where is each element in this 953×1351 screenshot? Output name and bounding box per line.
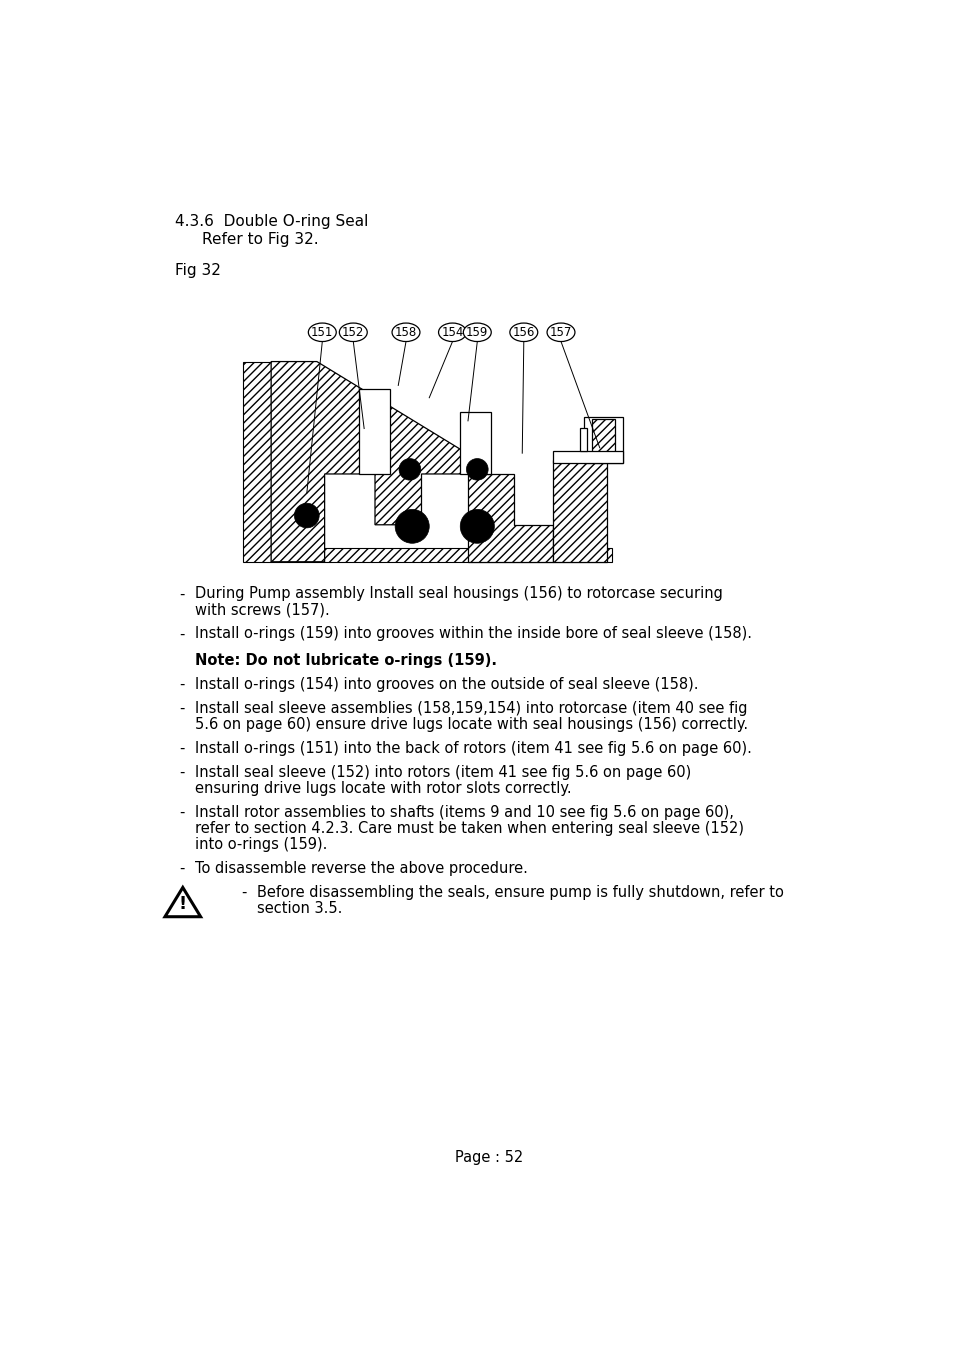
Text: Refer to Fig 32.: Refer to Fig 32. [202,232,318,247]
Text: section 3.5.: section 3.5. [257,901,342,916]
Text: Note: Do not lubricate o-rings (159).: Note: Do not lubricate o-rings (159). [195,654,497,669]
Text: into o-rings (159).: into o-rings (159). [195,838,327,852]
Text: 151: 151 [311,326,334,339]
Text: Install rotor assemblies to shafts (items 9 and 10 see fig 5.6 on page 60),: Install rotor assemblies to shafts (item… [195,805,733,820]
Polygon shape [468,474,553,562]
Text: 4.3.6  Double O-ring Seal: 4.3.6 Double O-ring Seal [174,215,368,230]
Text: Install seal sleeve (152) into rotors (item 41 see fig 5.6 on page 60): Install seal sleeve (152) into rotors (i… [195,765,691,780]
Text: -: - [179,627,185,642]
Ellipse shape [546,323,575,342]
Text: Page : 52: Page : 52 [455,1151,522,1166]
Text: -: - [179,765,185,780]
Text: !: ! [178,896,187,913]
Text: To disassemble reverse the above procedure.: To disassemble reverse the above procedu… [195,862,528,877]
Text: Install o-rings (151) into the back of rotors (item 41 see fig 5.6 on page 60).: Install o-rings (151) into the back of r… [195,742,751,757]
Bar [359,389,390,474]
Text: Install o-rings (154) into grooves on the outside of seal sleeve (158).: Install o-rings (154) into grooves on th… [195,677,698,692]
Text: refer to section 4.2.3. Care must be taken when entering seal sleeve (152): refer to section 4.2.3. Care must be tak… [195,821,743,836]
Text: Install o-rings (159) into grooves within the inside bore of seal sleeve (158).: Install o-rings (159) into grooves withi… [195,627,751,642]
Polygon shape [553,461,607,562]
Text: 152: 152 [342,326,364,339]
Text: 158: 158 [395,326,416,339]
Circle shape [398,458,420,480]
Ellipse shape [308,323,335,342]
Bar [583,417,622,463]
Text: ensuring drive lugs locate with rotor slots correctly.: ensuring drive lugs locate with rotor sl… [195,781,571,796]
Circle shape [294,503,319,528]
Text: 156: 156 [512,326,535,339]
Text: During Pump assembly Install seal housings (156) to rotorcase securing: During Pump assembly Install seal housin… [195,586,722,601]
Text: Install seal sleeve assemblies (158,159,154) into rotorcase (item 40 see fig: Install seal sleeve assemblies (158,159,… [195,701,747,716]
Text: 154: 154 [441,326,463,339]
Circle shape [466,458,488,480]
Text: -: - [179,805,185,820]
Text: 5.6 on page 60) ensure drive lugs locate with seal housings (156) correctly.: 5.6 on page 60) ensure drive lugs locate… [195,717,747,732]
Text: Fig 32: Fig 32 [174,263,221,278]
Ellipse shape [509,323,537,342]
Circle shape [395,509,429,543]
Ellipse shape [392,323,419,342]
Ellipse shape [463,323,491,342]
Text: 159: 159 [466,326,488,339]
Text: -: - [179,701,185,716]
Circle shape [459,509,494,543]
Text: -: - [179,677,185,692]
Text: with screws (157).: with screws (157). [195,603,330,617]
Text: -: - [179,586,185,601]
Text: -: - [179,742,185,757]
Polygon shape [243,362,271,562]
Bar [459,412,491,474]
Ellipse shape [438,323,466,342]
Bar [553,451,622,463]
Polygon shape [271,362,468,562]
Text: Before disassembling the seals, ensure pump is fully shutdown, refer to: Before disassembling the seals, ensure p… [257,885,783,900]
Bar [592,419,615,457]
Bar [579,428,586,451]
Bar [271,549,612,562]
Text: -: - [179,862,185,877]
Ellipse shape [339,323,367,342]
Text: -: - [241,885,247,900]
Text: 157: 157 [549,326,572,339]
